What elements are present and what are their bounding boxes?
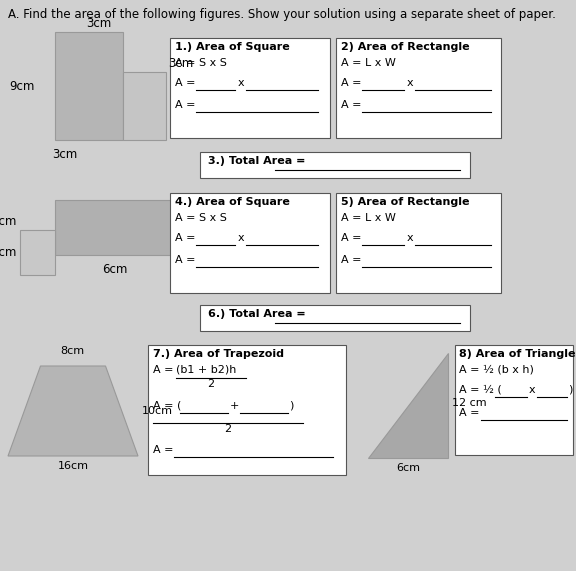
Text: A =: A = <box>341 100 365 110</box>
Text: 2cm: 2cm <box>0 215 17 228</box>
Text: 8cm: 8cm <box>60 346 85 356</box>
Text: 12 cm: 12 cm <box>452 398 487 408</box>
Text: A = S x S: A = S x S <box>175 58 227 68</box>
Text: 16cm: 16cm <box>58 461 89 471</box>
Text: 6cm: 6cm <box>396 463 420 473</box>
Text: A. Find the area of the following figures. Show your solution using a separate s: A. Find the area of the following figure… <box>8 8 556 21</box>
Text: 5) Area of Rectangle: 5) Area of Rectangle <box>341 197 469 207</box>
Text: A = L x W: A = L x W <box>341 58 396 68</box>
Text: 2: 2 <box>207 379 215 389</box>
Text: A =: A = <box>341 78 365 88</box>
Text: A = L x W: A = L x W <box>341 213 396 223</box>
Bar <box>55 200 175 255</box>
Text: 3cm: 3cm <box>168 57 194 70</box>
Text: A =: A = <box>175 100 199 110</box>
Bar <box>170 38 330 138</box>
Text: x: x <box>407 78 414 88</box>
Text: 2: 2 <box>225 424 232 434</box>
Polygon shape <box>8 366 138 456</box>
Text: A =: A = <box>175 78 199 88</box>
Text: x: x <box>238 233 245 243</box>
Text: 8) Area of Triangle: 8) Area of Triangle <box>459 349 575 359</box>
Bar <box>336 38 501 138</box>
Polygon shape <box>368 353 448 458</box>
Bar <box>170 193 330 293</box>
Text: A =: A = <box>341 233 365 243</box>
Text: 3cm: 3cm <box>52 148 78 161</box>
Text: A = ½ (b x h): A = ½ (b x h) <box>459 365 534 375</box>
Text: 6cm: 6cm <box>103 263 128 276</box>
Text: A = S x S: A = S x S <box>175 213 227 223</box>
Text: A =: A = <box>459 408 483 418</box>
Text: 1.) Area of Square: 1.) Area of Square <box>175 42 290 52</box>
Text: +: + <box>230 401 240 411</box>
Bar <box>336 193 501 293</box>
Text: 3cm: 3cm <box>86 17 112 30</box>
Text: (b1 + b2)h: (b1 + b2)h <box>176 365 236 375</box>
Bar <box>148 345 346 475</box>
Text: 4.) Area of Square: 4.) Area of Square <box>175 197 290 207</box>
Text: 2cm: 2cm <box>0 246 17 259</box>
Text: A =: A = <box>153 365 177 375</box>
Text: A =: A = <box>341 255 365 265</box>
Text: x: x <box>238 78 245 88</box>
Bar <box>55 32 123 140</box>
Text: ): ) <box>568 385 573 395</box>
Bar <box>200 152 470 178</box>
Text: 6.) Total Area =: 6.) Total Area = <box>208 309 309 319</box>
Text: ): ) <box>289 401 293 411</box>
Text: x: x <box>529 385 536 395</box>
Text: A =: A = <box>175 255 199 265</box>
Text: A =: A = <box>153 445 177 455</box>
Bar <box>455 345 573 455</box>
Text: 2) Area of Rectangle: 2) Area of Rectangle <box>341 42 469 52</box>
Text: x: x <box>407 233 414 243</box>
Bar <box>200 305 470 331</box>
Text: 9cm: 9cm <box>10 79 35 93</box>
Text: A = ½ (: A = ½ ( <box>459 385 502 395</box>
Bar <box>20 230 55 275</box>
Text: 3.) Total Area =: 3.) Total Area = <box>208 156 309 166</box>
Text: A =: A = <box>175 233 199 243</box>
Text: 10cm: 10cm <box>142 406 173 416</box>
Bar <box>123 72 166 140</box>
Text: A = (: A = ( <box>153 401 181 411</box>
Text: 7.) Area of Trapezoid: 7.) Area of Trapezoid <box>153 349 284 359</box>
